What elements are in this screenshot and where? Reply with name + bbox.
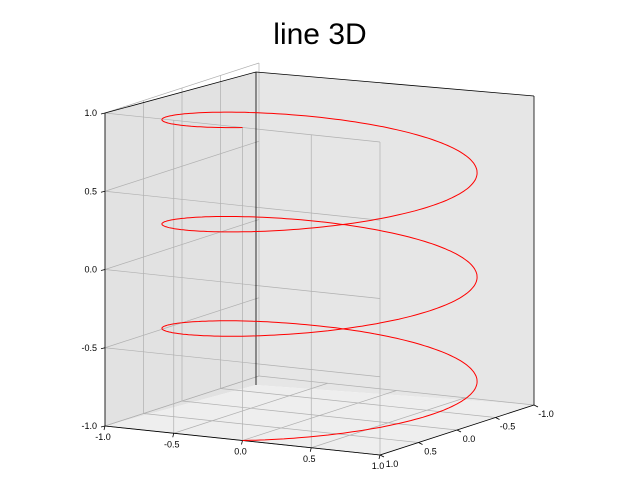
y-tick-mark — [533, 404, 539, 408]
x-tick-mark — [309, 447, 312, 452]
y-tick-mark — [418, 442, 423, 445]
x-tick-label: 1.0 — [372, 461, 385, 471]
left-pane — [105, 72, 256, 426]
x-tick-label: 0.0 — [234, 447, 247, 457]
z-tick-mark — [100, 190, 106, 193]
y-tick-label: 0.5 — [424, 447, 437, 457]
x-tick-mark — [378, 454, 381, 460]
y-tick-label: 1.0 — [386, 459, 399, 469]
gridline-y-floor — [181, 400, 458, 431]
axis-ticks: -1.0-0.50.00.51.0 1.00.50.0-0.5-1.01.00.5… — [81, 108, 553, 471]
x-tick-label: -1.0 — [95, 432, 111, 442]
x-tick-mark — [103, 425, 106, 431]
z-tick-label: -0.5 — [81, 343, 97, 353]
y-tick-mark — [495, 417, 500, 420]
z-tick-label: -1.0 — [81, 421, 97, 431]
z-tick-mark — [100, 112, 106, 115]
chart-title: line 3D — [273, 18, 367, 51]
z-tick-label: 0.0 — [84, 265, 97, 275]
y-tick-mark — [456, 429, 462, 433]
y-tick-label: 0.0 — [463, 434, 476, 444]
y-tick-label: -1.0 — [538, 409, 554, 419]
floor-pane — [105, 385, 534, 455]
back-pane-top-edge — [255, 71, 535, 97]
gridline-x-floor — [311, 397, 466, 449]
gridline-z-back — [104, 62, 260, 114]
helix-series-line — [161, 111, 478, 441]
back-pane — [256, 72, 534, 405]
gridline-z-back — [104, 140, 260, 192]
y-tick-mark — [379, 454, 385, 458]
z-tick-mark — [100, 425, 106, 428]
x-tick-label: 0.5 — [303, 454, 316, 464]
series-layer — [161, 111, 478, 441]
z-tick-label: 0.5 — [84, 186, 97, 196]
gridline-z-left — [104, 190, 381, 221]
x-tick-label: -0.5 — [164, 439, 180, 449]
x-tick-mark — [241, 440, 243, 445]
gridline-y-floor — [143, 413, 419, 443]
x-tick-mark — [172, 433, 175, 438]
z-tick-mark — [100, 347, 106, 350]
z-tick-label: 1.0 — [84, 108, 97, 118]
y-tick-label: -0.5 — [500, 422, 516, 432]
left-pane-top-edge — [104, 71, 257, 114]
z-tick-mark — [100, 269, 106, 271]
